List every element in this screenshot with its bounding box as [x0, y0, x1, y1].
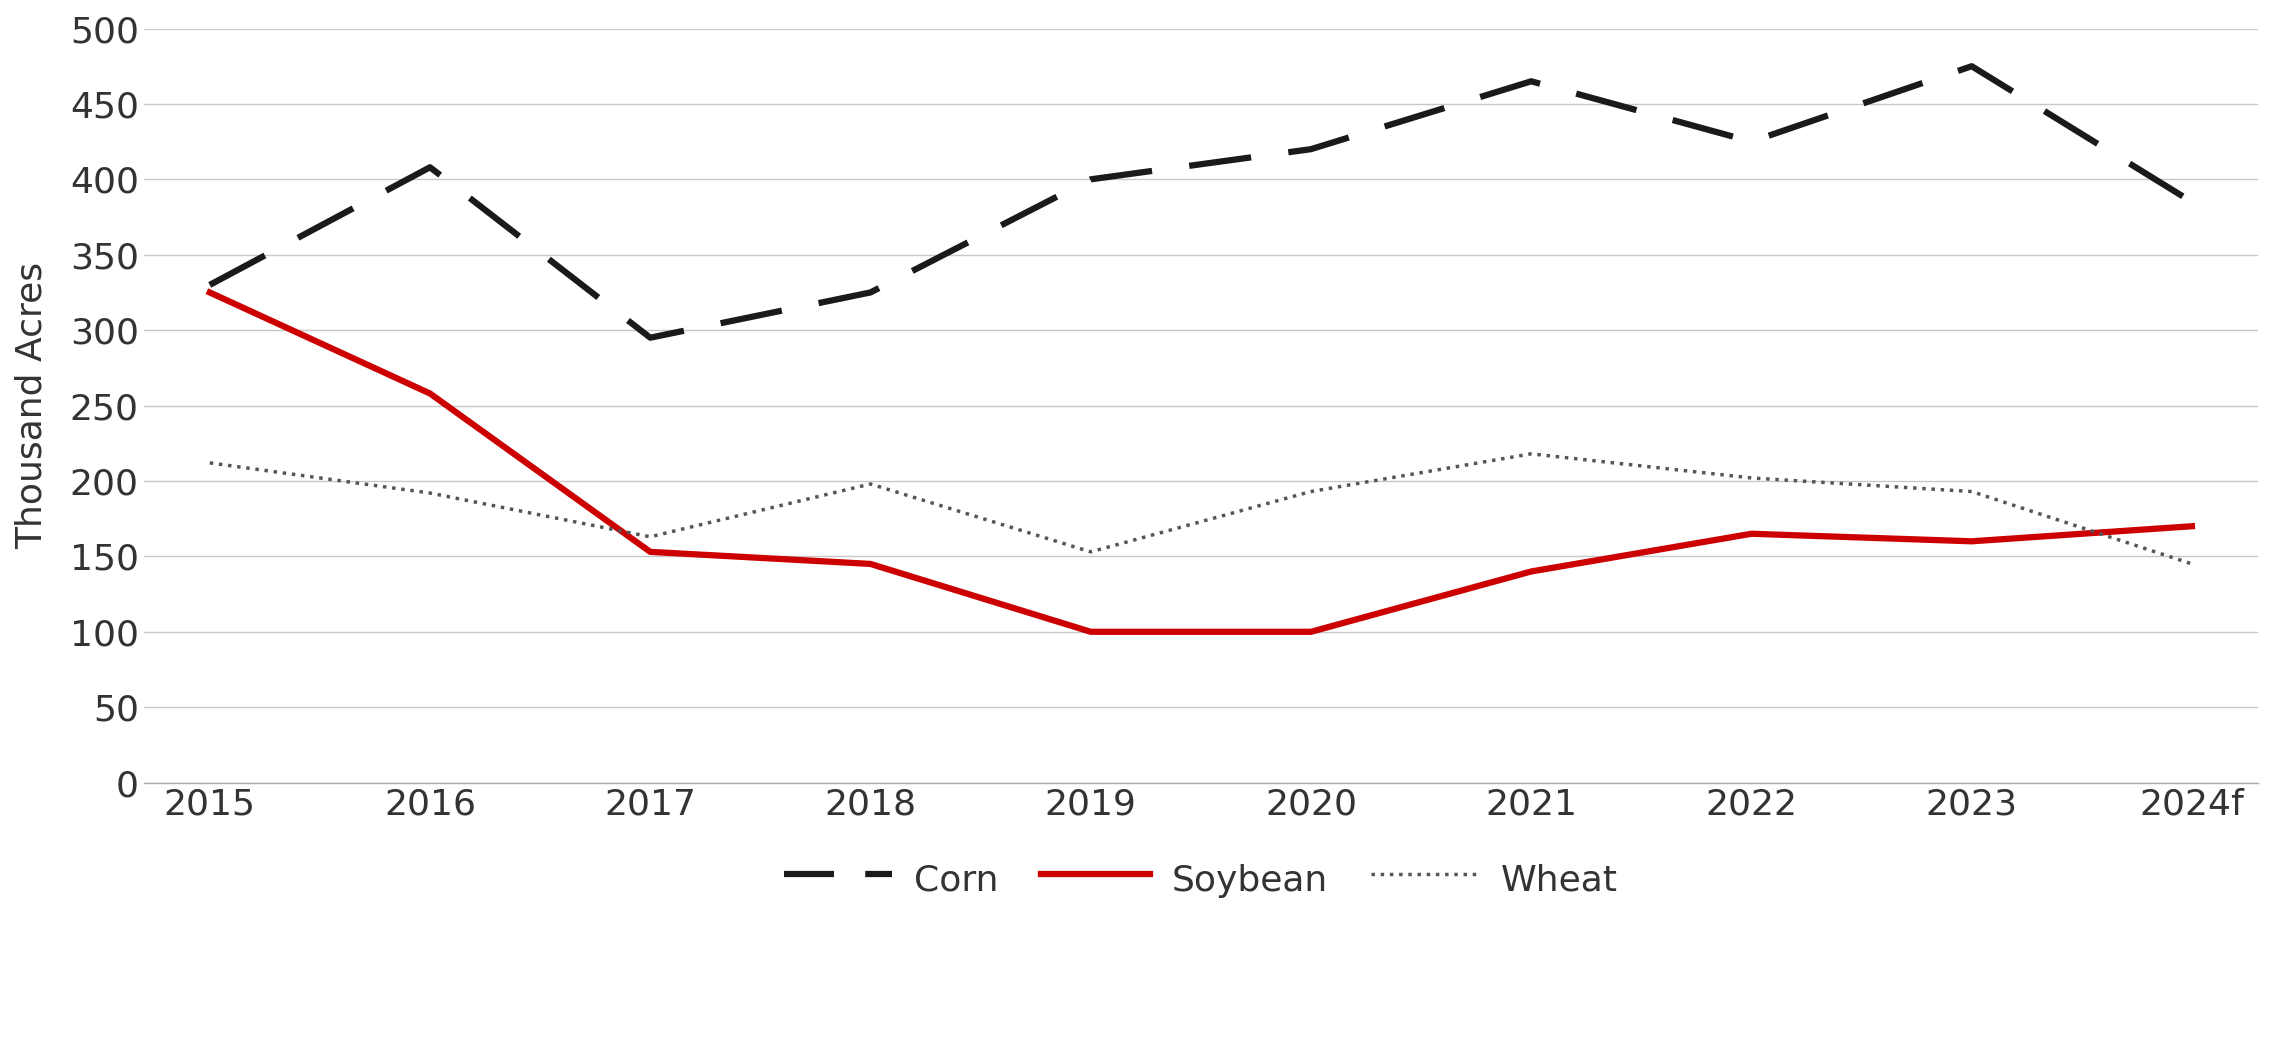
- Line: Corn: Corn: [209, 66, 2191, 338]
- Corn: [195, 279, 223, 292]
- Soybean: [416, 388, 443, 400]
- Corn: [1298, 143, 1325, 156]
- Soybean: [636, 545, 664, 558]
- Wheat: [636, 531, 664, 543]
- Wheat: [1957, 485, 1984, 497]
- Soybean: [1518, 565, 1546, 578]
- Corn: [1518, 75, 1546, 88]
- Wheat: [1739, 471, 1766, 484]
- Line: Soybean: Soybean: [209, 293, 2191, 632]
- Legend: Corn, Soybean, Wheat: Corn, Soybean, Wheat: [768, 842, 1632, 915]
- Soybean: [195, 286, 223, 299]
- Corn: [636, 331, 664, 344]
- Wheat: [1298, 485, 1325, 497]
- Soybean: [2178, 520, 2205, 533]
- Corn: [857, 286, 884, 299]
- Wheat: [1077, 545, 1105, 558]
- Corn: [416, 161, 443, 173]
- Soybean: [1298, 626, 1325, 638]
- Wheat: [1518, 447, 1546, 460]
- Wheat: [857, 478, 884, 490]
- Corn: [1077, 173, 1105, 186]
- Wheat: [416, 487, 443, 500]
- Soybean: [1957, 535, 1984, 548]
- Wheat: [2178, 558, 2205, 571]
- Corn: [1739, 136, 1766, 148]
- Wheat: [195, 457, 223, 469]
- Corn: [2178, 195, 2205, 208]
- Corn: [1957, 60, 1984, 72]
- Soybean: [1077, 626, 1105, 638]
- Y-axis label: Thousand Acres: Thousand Acres: [16, 262, 50, 549]
- Soybean: [857, 558, 884, 571]
- Line: Wheat: Wheat: [209, 454, 2191, 564]
- Soybean: [1739, 528, 1766, 540]
